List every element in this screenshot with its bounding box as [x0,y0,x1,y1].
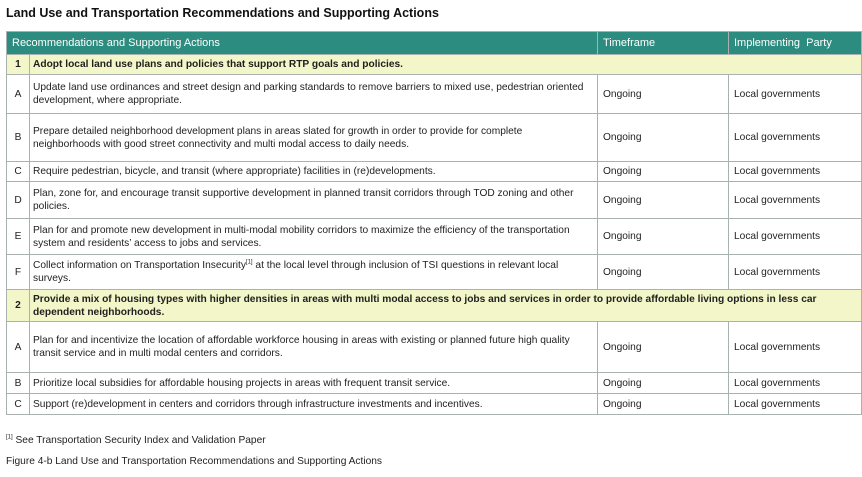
party-cell: Local governments [728,181,862,219]
action-text: Prioritize local subsidies for affordabl… [29,372,598,394]
party-cell: Local governments [728,321,862,373]
action-letter: B [6,113,30,162]
footnote-mark: [1] [6,434,13,441]
table-row: E Plan for and promote new development i… [6,218,862,255]
action-letter: C [6,393,30,415]
document-title: Land Use and Transportation Recommendati… [6,6,439,20]
section-row: 1 Adopt local land use plans and policie… [6,54,862,75]
table-row: C Require pedestrian, bicycle, and trans… [6,161,862,182]
timeframe-cell: Ongoing [597,113,729,162]
action-text: Plan for and promote new development in … [29,218,598,255]
party-cell: Local governments [728,218,862,255]
action-text-end: at the local level through inclusion of … [33,260,559,284]
table-row: D Plan, zone for, and encourage transit … [6,181,862,219]
action-letter: E [6,218,30,255]
timeframe-cell: Ongoing [597,321,729,373]
footnote-text: See Transportation Security Index and Va… [12,435,266,446]
section-number: 2 [6,289,30,322]
action-text: Collect information on Transportation In… [29,254,598,290]
timeframe-cell: Ongoing [597,74,729,114]
action-text: Support (re)development in centers and c… [29,393,598,415]
action-text-start: Collect information on Transportation In… [33,260,246,271]
figure-caption: Figure 4-b Land Use and Transportation R… [6,456,383,467]
party-cell: Local governments [728,161,862,182]
party-cell: Local governments [728,113,862,162]
table-row: F Collect information on Transportation … [6,254,862,290]
party-cell: Local governments [728,74,862,114]
section-text: Provide a mix of housing types with high… [29,289,862,322]
action-letter: D [6,181,30,219]
action-text: Prepare detailed neighborhood developmen… [29,113,598,162]
table-header-row: Recommendations and Supporting Actions T… [6,31,862,55]
action-text: Require pedestrian, bicycle, and transit… [29,161,598,182]
action-text: Plan, zone for, and encourage transit su… [29,181,598,219]
footnote-reference[interactable]: [1] [245,259,253,266]
action-letter: C [6,161,30,182]
timeframe-cell: Ongoing [597,372,729,394]
party-cell: Local governments [728,372,862,394]
action-text: Plan for and incentivize the location of… [29,321,598,373]
table-row: B Prioritize local subsidies for afforda… [6,372,862,394]
table-row: A Plan for and incentivize the location … [6,321,862,373]
action-letter: A [6,74,30,114]
action-letter: A [6,321,30,373]
recommendations-table: Recommendations and Supporting Actions T… [6,31,862,415]
column-header-implementing-party: Implementing Party [728,31,862,55]
footnote: [1] See Transportation Security Index an… [6,435,266,446]
timeframe-cell: Ongoing [597,393,729,415]
column-header-timeframe: Timeframe [597,31,729,55]
timeframe-cell: Ongoing [597,161,729,182]
timeframe-cell: Ongoing [597,218,729,255]
action-letter: F [6,254,30,290]
section-text: Adopt local land use plans and policies … [29,54,862,75]
party-cell: Local governments [728,254,862,290]
table-row: A Update land use ordinances and street … [6,74,862,114]
timeframe-cell: Ongoing [597,254,729,290]
table-row: B Prepare detailed neighborhood developm… [6,113,862,162]
timeframe-cell: Ongoing [597,181,729,219]
section-row: 2 Provide a mix of housing types with hi… [6,289,862,322]
action-text: Update land use ordinances and street de… [29,74,598,114]
column-header-recommendations: Recommendations and Supporting Actions [6,31,598,55]
party-cell: Local governments [728,393,862,415]
action-letter: B [6,372,30,394]
table-row: C Support (re)development in centers and… [6,393,862,415]
section-number: 1 [6,54,30,75]
